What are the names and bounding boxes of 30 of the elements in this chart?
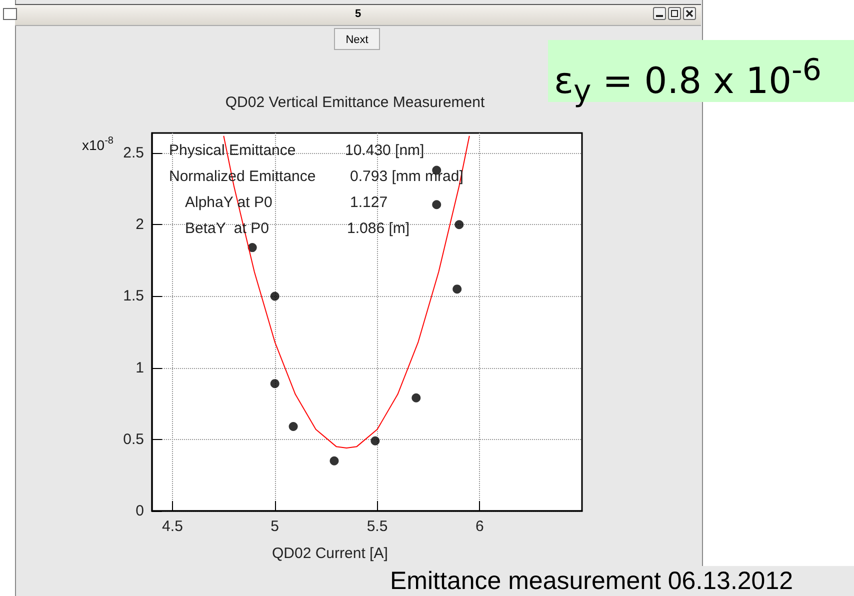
point <box>330 456 339 466</box>
y-tick-label: 2.5 <box>123 144 144 162</box>
x-tick-label: 5.5 <box>366 518 388 535</box>
x-tick-label: 6 <box>475 518 484 535</box>
y-tick-label: 1 <box>136 359 144 376</box>
y-tick-label: 0.5 <box>123 430 144 448</box>
annotation: 1.086 [m] <box>347 220 410 237</box>
text: ε$_{y}$ = 0.8 x 10$^{-6}$ <box>553 52 822 110</box>
x-tick-label: 4.5 <box>162 518 183 535</box>
x-tick-label: 5 <box>270 518 280 535</box>
point <box>432 200 442 210</box>
point <box>270 379 280 388</box>
y-tick-label: 2 <box>136 216 144 234</box>
y-tick-label: 1.5 <box>123 288 144 305</box>
point <box>412 393 421 402</box>
point <box>452 284 462 294</box>
x-axis-title: QD02 Current [A] <box>272 545 388 562</box>
point <box>248 243 257 252</box>
y-tick-label: 0 <box>136 502 144 520</box>
point <box>270 292 280 301</box>
text: Emittance measurement 06.13.2012 <box>386 566 854 596</box>
annotation: 10.430 [nm] <box>345 142 424 159</box>
chart-title: QD02 Vertical Emittance Measurement <box>225 94 486 111</box>
point <box>454 220 464 230</box>
next-button: Next <box>334 28 380 50</box>
annotation: 1.127 <box>350 194 388 211</box>
point <box>370 436 380 446</box>
text: 5 <box>354 8 362 20</box>
annotation: Physical Emittance <box>169 142 296 159</box>
point <box>288 422 298 432</box>
